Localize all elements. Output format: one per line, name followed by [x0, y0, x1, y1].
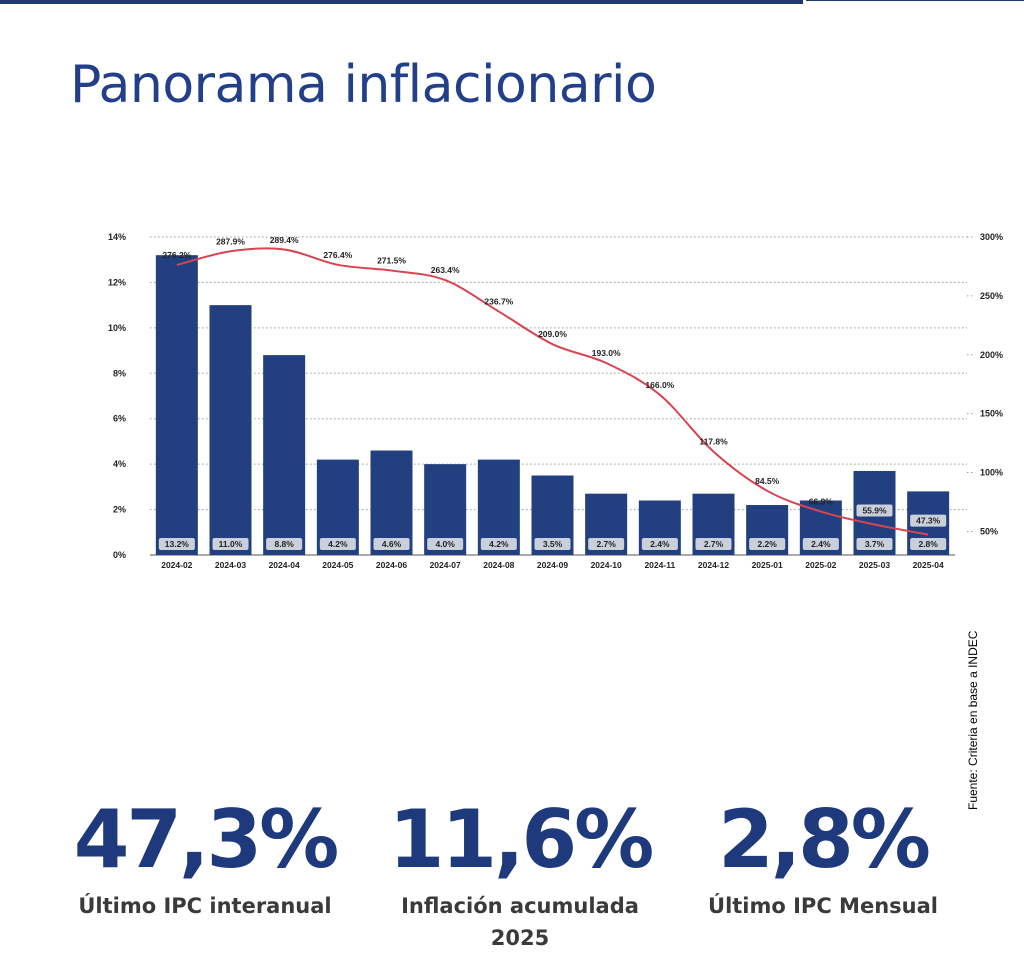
x-tick-label: 2024-11: [644, 560, 675, 570]
kpi-mensual-value: 2,8%: [718, 793, 931, 886]
kpi-acumulada: 11,6% Inflación acumulada 2025: [355, 800, 685, 954]
bar-label-bg: [534, 538, 571, 550]
kpi-mensual-label: Último IPC Mensual: [708, 894, 938, 918]
y-left-tick-label: 10%: [108, 323, 126, 333]
y-right-tick-label: 250%: [980, 291, 1003, 301]
line-label-bg: [856, 504, 893, 517]
line-value-label: 263.4%: [431, 265, 460, 275]
bar-value-label: 11.0%: [219, 539, 243, 549]
bar-label-bg: [856, 538, 893, 550]
x-tick-label: 2025-01: [752, 560, 783, 570]
x-tick-label: 2025-04: [913, 560, 944, 570]
line-value-label: 236.7%: [484, 297, 513, 307]
line-value-label: 271.5%: [377, 256, 406, 266]
kpi-interanual: 47,3% Último IPC interanual: [40, 800, 370, 922]
x-tick-label: 2024-08: [483, 560, 514, 570]
bar-value-label: 2.4%: [811, 539, 831, 549]
x-tick-label: 2024-05: [322, 560, 353, 570]
kpi-interanual-value: 47,3%: [73, 793, 340, 886]
line-label-bg: [910, 514, 947, 527]
interanual-line: [176, 247, 929, 536]
y-right-tick-label: 200%: [980, 350, 1003, 360]
page-title: Panorama inflacionario: [70, 55, 657, 115]
bar-value-label: 3.7%: [865, 539, 885, 549]
bar-label-bg: [588, 538, 625, 550]
x-tick-label: 2024-09: [537, 560, 568, 570]
x-tick-label: 2024-12: [698, 560, 729, 570]
bar-value-label: 3.5%: [543, 539, 563, 549]
bar-value-label: 4.6%: [382, 539, 402, 549]
x-tick-label: 2024-10: [591, 560, 622, 570]
inflation-chart: 0% 2% 4% 6% 8% 10% 12% 14% 50% 100% 150% 200% 250% 30…: [108, 232, 1003, 570]
bar-label-bg: [480, 538, 517, 550]
line-value-label: 276.2%: [162, 250, 191, 260]
source-note: Fuente: Criteria en base a INDEC: [966, 630, 980, 810]
line-value-label: 84.5%: [755, 476, 780, 486]
y-right-tick-label: 100%: [980, 468, 1003, 478]
bar-value-label: 2.4%: [650, 539, 670, 549]
bar-label-bg: [802, 538, 839, 550]
bar-label-bg: [427, 538, 464, 550]
bar: [209, 305, 252, 555]
x-tick-label: 2024-02: [161, 560, 192, 570]
bar-label-bg: [373, 538, 410, 550]
bar: [155, 255, 198, 555]
x-tick-label: 2024-03: [215, 560, 246, 570]
line-value-label: 209.0%: [538, 329, 567, 339]
y-left-tick-label: 6%: [113, 414, 126, 424]
line-value-label: 289.4%: [270, 235, 299, 245]
bar-value-label: 4.0%: [435, 539, 455, 549]
line-value-label: 276.4%: [323, 250, 352, 260]
x-tick-label: 2024-06: [376, 560, 407, 570]
y-left-tick-label: 0%: [113, 550, 126, 560]
line-value-label: 193.0%: [592, 348, 621, 358]
kpi-mensual: 2,8% Último IPC Mensual: [658, 800, 988, 922]
bar: [370, 450, 413, 555]
bar-value-label: 2.7%: [596, 539, 616, 549]
top-brand-bar: [0, 0, 803, 4]
y-right-tick-label: 300%: [980, 232, 1003, 242]
line-value-label: 66.9%: [809, 497, 834, 507]
kpi-interanual-label: Último IPC interanual: [78, 894, 332, 918]
bar-label-bg: [158, 538, 195, 550]
y-right-tick-label: 150%: [980, 409, 1003, 419]
bar-value-label: 13.2%: [165, 539, 190, 549]
bar-value-label: 4.2%: [328, 539, 348, 549]
bar: [263, 355, 306, 555]
bar-label-bg: [319, 538, 356, 550]
y-right-tick-label: 50%: [980, 526, 998, 536]
bar-label-bg: [266, 538, 303, 550]
bar-value-label: 2.7%: [704, 539, 724, 549]
line-value-label: 47.3%: [916, 516, 941, 526]
bar-label-bg: [212, 538, 249, 550]
bar-value-label: 2.8%: [918, 539, 938, 549]
y-left-tick-label: 2%: [113, 505, 126, 515]
y-left-tick-label: 12%: [108, 277, 126, 287]
line-value-label: 117.8%: [699, 437, 728, 447]
line-value-label: 55.9%: [862, 505, 887, 515]
y-left-tick-label: 14%: [108, 232, 126, 242]
bar-label-bg: [695, 538, 732, 550]
bar-label-bg: [749, 538, 786, 550]
x-tick-label: 2025-03: [859, 560, 890, 570]
x-tick-label: 2025-02: [805, 560, 836, 570]
y-left-tick-label: 4%: [113, 459, 126, 469]
bar-value-label: 4.2%: [489, 539, 509, 549]
top-thin-rule: [806, 0, 1024, 1]
y-left-tick-label: 8%: [113, 368, 126, 378]
line-value-label: 166.0%: [645, 380, 674, 390]
bar-value-label: 8.8%: [274, 539, 294, 549]
x-tick-label: 2024-04: [269, 560, 300, 570]
bar-label-bg: [910, 538, 947, 550]
kpi-acumulada-value: 11,6%: [388, 793, 655, 886]
kpi-acumulada-label: Inflación acumulada 2025: [401, 894, 639, 950]
x-tick-label: 2024-07: [430, 560, 461, 570]
line-value-label: 287.9%: [216, 236, 245, 246]
bar-label-bg: [641, 538, 678, 550]
bar-value-label: 2.2%: [757, 539, 777, 549]
